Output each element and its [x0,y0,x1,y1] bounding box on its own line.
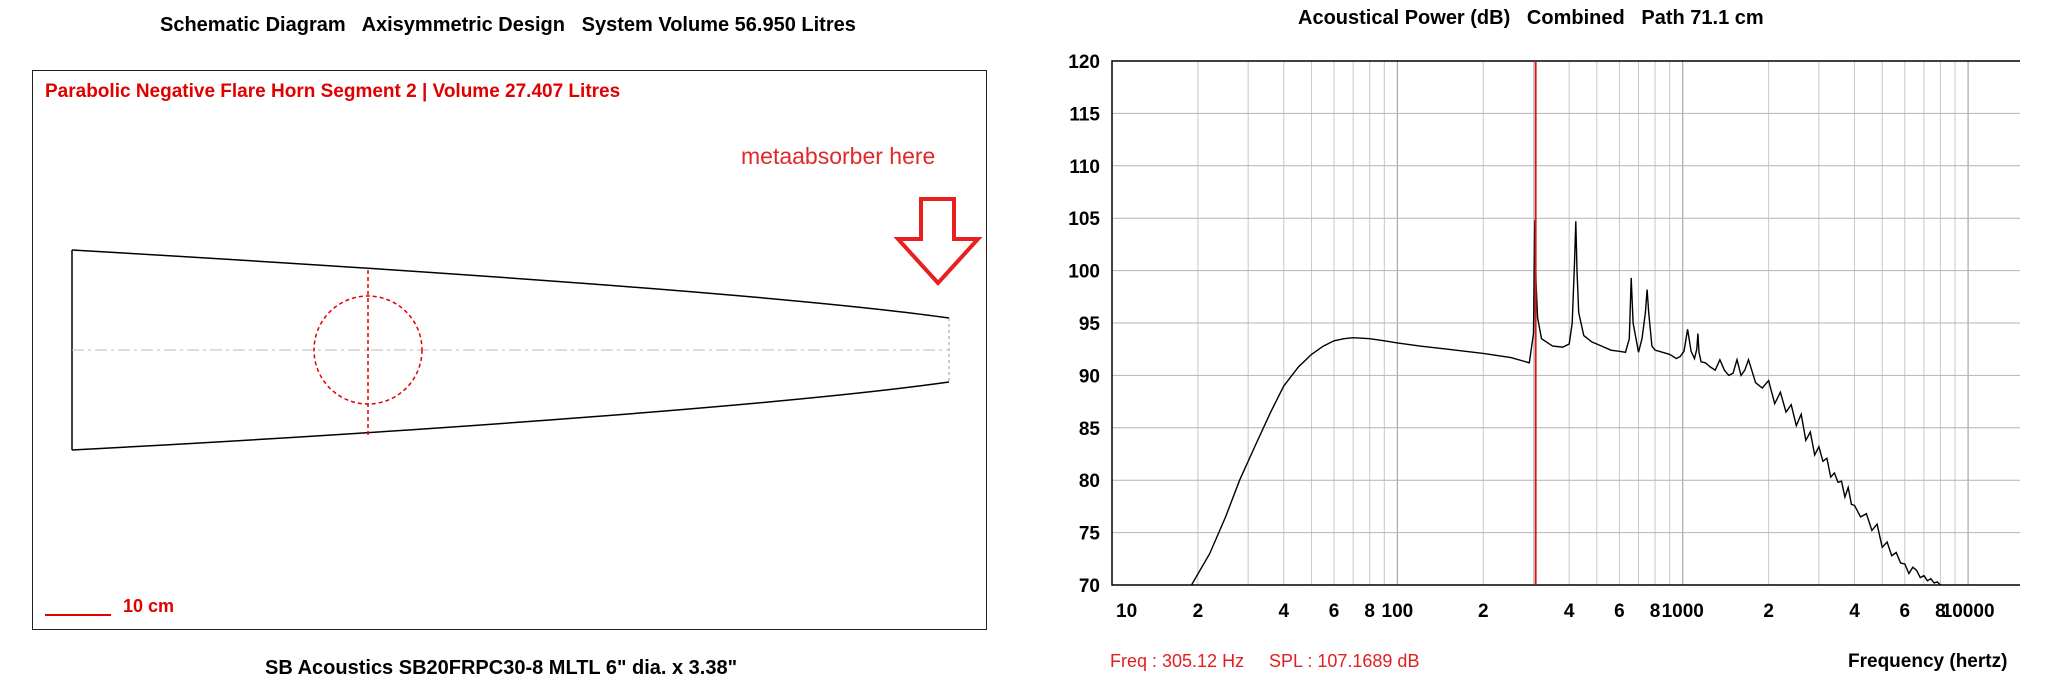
spl-chart[interactable]: 70 75 80 85 90 95 100 105 110 115 120 10 2 4 6 8 100 2 4 6… [1040,40,2020,620]
x-tick-label: 6 [1899,601,1910,620]
x-tick-label: 2 [1478,601,1489,620]
y-tick-label: 115 [1069,104,1100,125]
y-tick-label: 120 [1068,52,1100,73]
y-tick-label: 90 [1079,366,1100,387]
y-axis-ticks: 70 75 80 85 90 95 100 105 110 115 120 [1068,52,1100,597]
horn-lower-wall [71,381,950,451]
x-tick-label: 4 [1849,601,1860,620]
horn-upper-wall [71,249,950,319]
schematic-title: Schematic Diagram Axisymmetric Design Sy… [160,14,856,36]
x-tick-label: 6 [1614,601,1625,620]
driver-caption: SB Acoustics SB20FRPC30-8 MLTL 6" dia. x… [265,657,738,679]
x-tick-label: 10 [1116,601,1137,620]
y-tick-label: 95 [1079,314,1101,335]
x-axis-ticks: 102468100246810002468100002 [1116,601,1995,620]
x-tick-label: 6 [1329,601,1340,620]
spl-curve [1190,220,1941,586]
chart-grid [1112,61,2020,585]
y-tick-label: 85 [1079,419,1101,440]
x-tick-label: 100 [1382,601,1414,620]
down-arrow-icon [893,197,983,286]
scale-label: 10 cm [123,596,175,616]
x-axis-label: Frequency (hertz) [1848,651,2008,672]
frequency-readout: Freq : 305.12 Hz [1110,651,1245,671]
metaabsorber-annotation: metaabsorber here [741,143,936,169]
horn-schematic [45,197,983,616]
x-tick-label: 2 [1763,601,1774,620]
x-tick-label: 8 [1935,601,1946,620]
y-tick-label: 100 [1068,262,1100,283]
y-tick-label: 70 [1079,576,1100,597]
spl-readout: SPL : 107.1689 dB [1269,651,1420,671]
driver-position-marker [313,270,423,436]
plot-frame [1111,60,2020,586]
chart-title: Acoustical Power (dB) Combined Path 71.1… [1298,7,1764,29]
x-tick-label: 1000 [1662,601,1704,620]
segment-label: Parabolic Negative Flare Horn Segment 2 … [45,81,621,102]
x-tick-label: 4 [1564,601,1575,620]
y-tick-label: 80 [1079,471,1100,492]
x-tick-label: 4 [1279,601,1290,620]
x-tick-label: 8 [1364,601,1375,620]
schematic-panel: Parabolic Negative Flare Horn Segment 2 … [32,70,987,630]
y-tick-label: 110 [1069,157,1100,178]
x-tick-label: 10000 [1942,601,1995,620]
y-tick-label: 75 [1079,524,1101,545]
x-tick-label: 2 [1193,601,1204,620]
x-tick-label: 8 [1650,601,1661,620]
y-tick-label: 105 [1068,209,1100,230]
